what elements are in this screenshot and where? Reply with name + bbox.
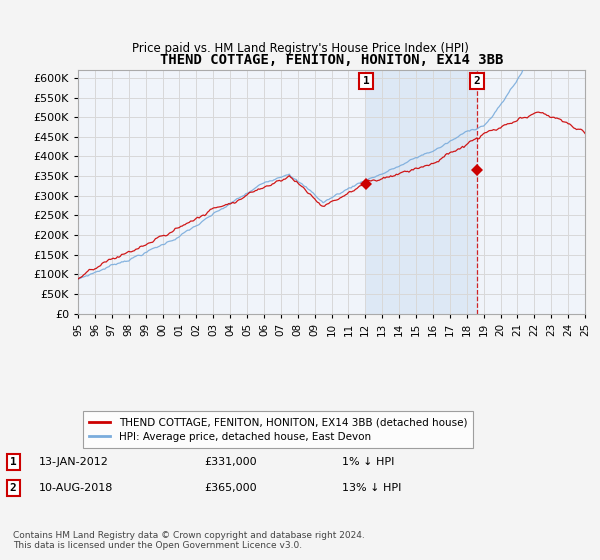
Text: 13-JAN-2012: 13-JAN-2012 <box>39 457 109 467</box>
Legend: THEND COTTAGE, FENITON, HONITON, EX14 3BB (detached house), HPI: Average price, : THEND COTTAGE, FENITON, HONITON, EX14 3B… <box>83 412 473 448</box>
Title: THEND COTTAGE, FENITON, HONITON, EX14 3BB: THEND COTTAGE, FENITON, HONITON, EX14 3B… <box>160 53 503 67</box>
Text: Contains HM Land Registry data © Crown copyright and database right 2024.
This d: Contains HM Land Registry data © Crown c… <box>13 531 365 550</box>
Text: 1: 1 <box>10 457 17 467</box>
Text: 10-AUG-2018: 10-AUG-2018 <box>39 483 113 493</box>
Text: Price paid vs. HM Land Registry's House Price Index (HPI): Price paid vs. HM Land Registry's House … <box>131 42 469 55</box>
Text: £365,000: £365,000 <box>204 483 257 493</box>
Text: 2: 2 <box>474 76 481 86</box>
Text: 1% ↓ HPI: 1% ↓ HPI <box>342 457 394 467</box>
Text: 13% ↓ HPI: 13% ↓ HPI <box>342 483 401 493</box>
Text: 1: 1 <box>362 76 370 86</box>
Text: 2: 2 <box>10 483 17 493</box>
Text: £331,000: £331,000 <box>204 457 257 467</box>
Bar <box>366 70 477 314</box>
